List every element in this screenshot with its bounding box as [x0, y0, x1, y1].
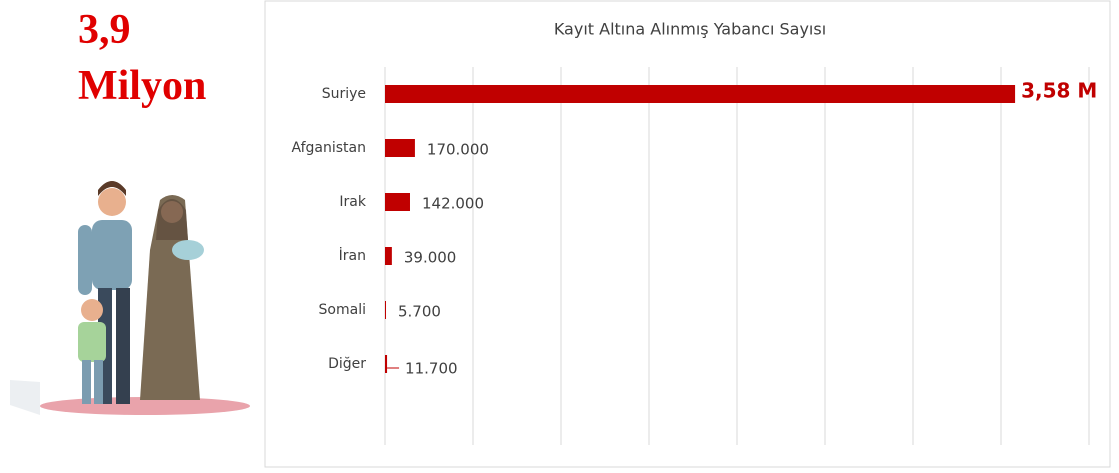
chart-title: Kayıt Altına Alınmış Yabancı Sayısı	[554, 20, 826, 39]
bar	[385, 301, 386, 319]
y-tick-label: Somali	[319, 302, 366, 318]
value-label: 39.000	[404, 249, 457, 267]
bar	[385, 85, 1015, 103]
y-tick-label: Diğer	[328, 356, 366, 372]
value-label: 142.000	[422, 195, 484, 213]
bar	[385, 247, 392, 265]
father-arm	[78, 225, 92, 295]
bar	[385, 355, 387, 373]
family-illustration	[0, 170, 260, 420]
headline-number: 3,9	[78, 2, 206, 58]
chart-frame	[265, 1, 1110, 467]
headline-unit: Milyon	[78, 58, 206, 114]
y-tick-label: Suriye	[322, 86, 366, 102]
value-label: 3,58 M	[1021, 79, 1097, 103]
y-tick-label: Irak	[339, 194, 366, 210]
y-tick-label: Afganistan	[292, 140, 366, 156]
father-shirt	[92, 220, 132, 290]
child-shirt	[78, 322, 106, 362]
bar	[385, 139, 415, 157]
father-head	[98, 188, 126, 216]
value-label: 170.000	[427, 141, 489, 159]
father-leg	[116, 288, 130, 404]
child-leg	[94, 360, 103, 404]
y-tick-label: İran	[339, 246, 366, 264]
value-label: 11.700	[405, 360, 458, 378]
baby	[172, 240, 204, 260]
child-head	[81, 299, 103, 321]
value-label: 5.700	[398, 303, 441, 321]
floor-shadow	[10, 380, 40, 415]
headline: 3,9 Milyon	[78, 2, 206, 114]
page: 3,9 Milyon Kayıt Altına Alınmış Yabancı …	[0, 0, 1119, 473]
bar	[385, 193, 410, 211]
child-leg	[82, 360, 91, 404]
